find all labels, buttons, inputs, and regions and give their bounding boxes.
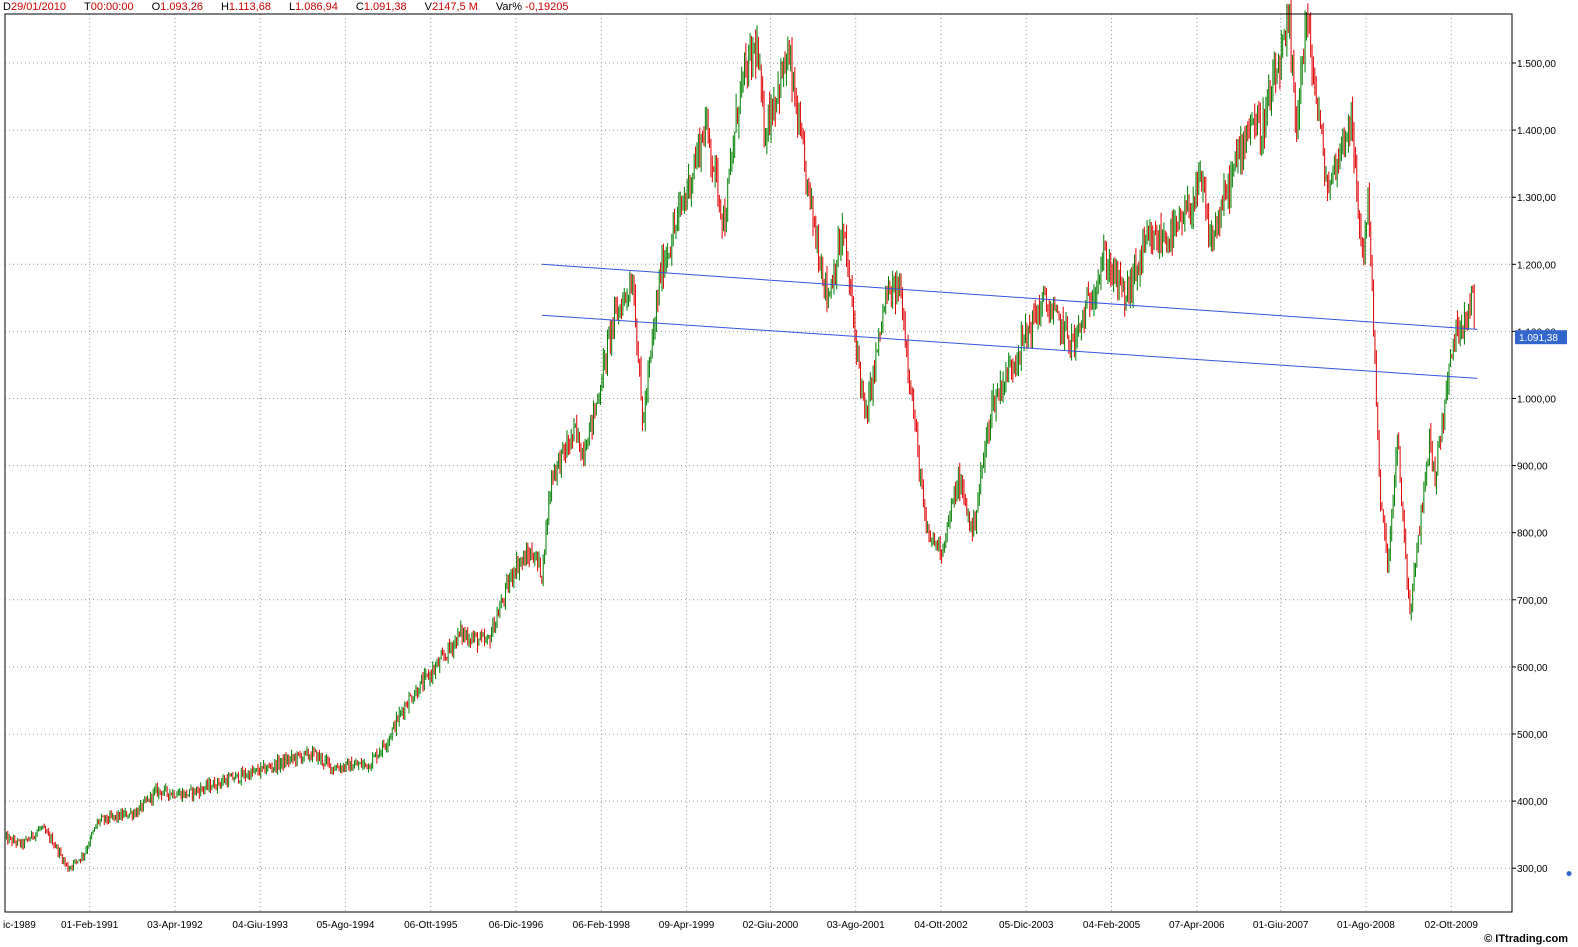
y-tick-label: 1.000,00 bbox=[1517, 395, 1556, 406]
x-tick-label: 05-Ago-1994 bbox=[317, 920, 375, 931]
y-tick-label: 900,00 bbox=[1517, 462, 1548, 473]
x-tick-label: 07-Apr-2006 bbox=[1169, 920, 1225, 931]
plot-frame bbox=[4, 13, 1513, 913]
x-tick-label: 02-Ott-2009 bbox=[1425, 920, 1479, 931]
y-tick-label: 500,00 bbox=[1517, 730, 1548, 741]
time-readout: T00:00:00 bbox=[84, 1, 134, 13]
varpct-readout: Var% -0,19205 bbox=[495, 1, 569, 13]
low-readout: L1.086,94 bbox=[288, 1, 338, 13]
x-tick-label: 03-Ago-2001 bbox=[827, 920, 885, 931]
x-tick-label: 03-Apr-1992 bbox=[147, 920, 203, 931]
x-tick-label: 04-Feb-2005 bbox=[1083, 920, 1141, 931]
scroll-marker bbox=[1566, 871, 1572, 877]
x-tick-label: 09-Apr-1999 bbox=[659, 920, 715, 931]
x-tick-label: 06-Feb-1998 bbox=[573, 920, 631, 931]
close-readout: C1.091,38 bbox=[355, 1, 407, 13]
y-tick-label: 300,00 bbox=[1517, 864, 1548, 875]
grid bbox=[5, 14, 1512, 912]
last-price-box bbox=[1515, 330, 1567, 345]
trendline bbox=[541, 263, 1478, 330]
y-tick-label: 1.200,00 bbox=[1517, 260, 1556, 271]
y-tick-label: 1.300,00 bbox=[1517, 193, 1556, 204]
trendlines bbox=[541, 263, 1478, 379]
high-readout: H1.113,68 bbox=[220, 1, 271, 13]
trendline bbox=[541, 314, 1478, 379]
date-readout: D29/01/2010 bbox=[3, 1, 67, 13]
x-tick-label: ic-1989 bbox=[3, 920, 36, 931]
x-tick-label: 04-Ott-2002 bbox=[914, 920, 968, 931]
y-tick-label: 1.500,00 bbox=[1517, 59, 1556, 70]
x-tick-label: 06-Dic-1996 bbox=[489, 920, 544, 931]
x-tick-label: 05-Dic-2003 bbox=[999, 920, 1054, 931]
y-tick-label: 400,00 bbox=[1517, 797, 1548, 808]
axes: 300,00 400,00 500,00 600,00 700,00 800,00 900,… bbox=[3, 13, 1572, 931]
x-tick-label: 06-Ott-1995 bbox=[404, 920, 458, 931]
open-readout: O1.093,26 bbox=[151, 1, 203, 13]
x-tick-label: 01-Feb-1991 bbox=[61, 920, 119, 931]
x-tick-label: 04-Giu-1993 bbox=[232, 920, 288, 931]
y-tick-label: 800,00 bbox=[1517, 529, 1548, 540]
x-tick-label: 01-Ago-2008 bbox=[1337, 920, 1395, 931]
x-tick-label: 01-Giu-2007 bbox=[1253, 920, 1309, 931]
ohlc-readout: D29/01/2010 T00:00:00 O1.093,26 H1.113,68 L1… bbox=[3, 1, 586, 15]
credit-text: © ITtrading.com bbox=[1484, 933, 1568, 945]
candles bbox=[4, 0, 1475, 872]
y-tick-label: 600,00 bbox=[1517, 663, 1548, 674]
x-tick-label: 02-Giu-2000 bbox=[743, 920, 799, 931]
y-tick-label: 700,00 bbox=[1517, 596, 1548, 607]
last-price-label: 1.091,38 bbox=[1519, 333, 1558, 344]
y-tick-label: 1.400,00 bbox=[1517, 126, 1556, 137]
volume-readout: V2147,5 M bbox=[424, 1, 478, 13]
